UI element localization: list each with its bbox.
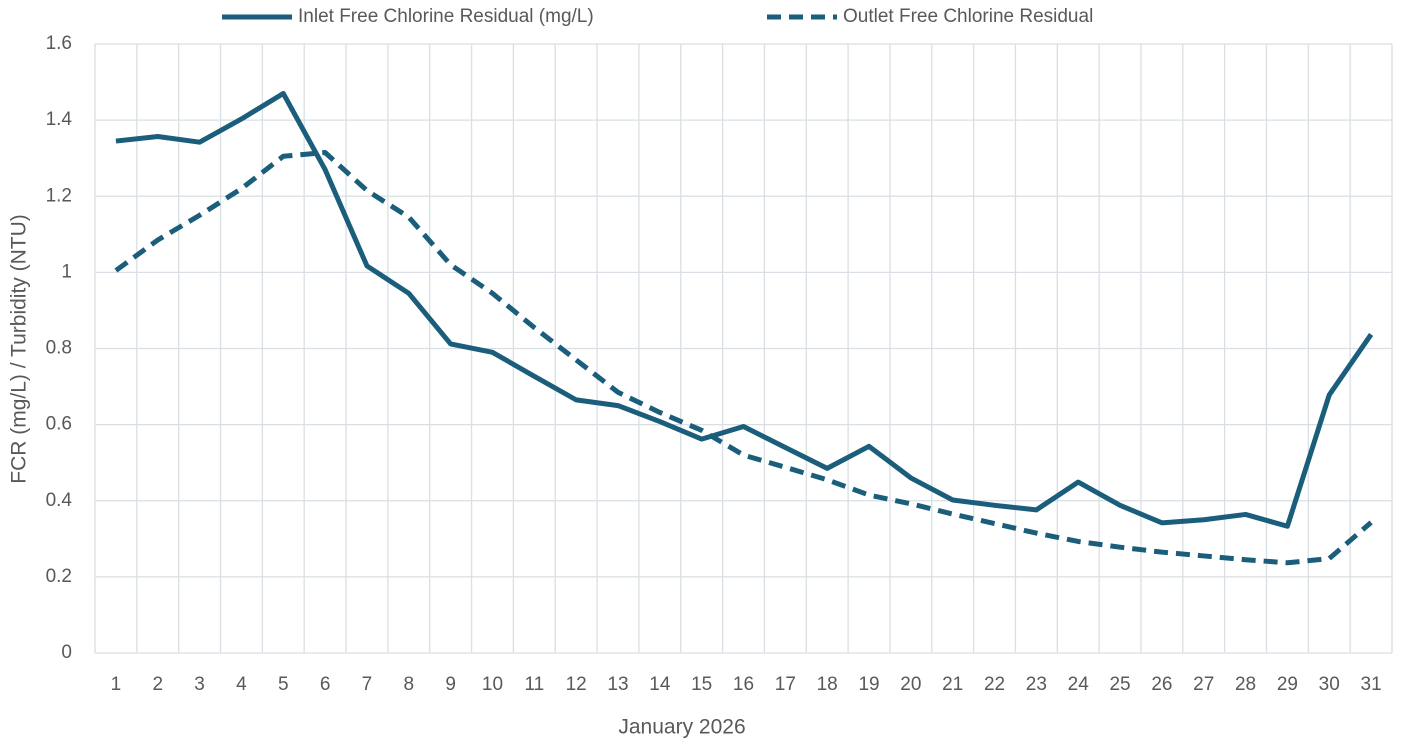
series-line <box>114 149 1373 566</box>
legend-label: Outlet Free Chlorine Residual <box>843 6 1093 27</box>
y-tick-label: 1.2 <box>46 185 72 206</box>
y-tick-label: 0.6 <box>46 414 72 435</box>
x-tick-label: 27 <box>1193 674 1214 695</box>
x-tick-label: 10 <box>482 674 503 695</box>
y-tick-label: 0.8 <box>46 338 72 359</box>
x-tick-label: 8 <box>404 674 415 695</box>
x-tick-label: 19 <box>858 674 879 695</box>
y-tick-label: 0.2 <box>46 566 72 587</box>
x-tick-label: 9 <box>445 674 456 695</box>
x-tick-label: 29 <box>1277 674 1298 695</box>
legend-label: Inlet Free Chlorine Residual (mg/L) <box>298 6 594 27</box>
x-tick-label: 18 <box>817 674 838 695</box>
y-tick-label: 1.4 <box>46 109 73 130</box>
x-tick-label: 23 <box>1026 674 1047 695</box>
y-axis-label: FCR (mg/L) / Turbidity (NTU) <box>8 214 31 484</box>
x-tick-label: 14 <box>649 674 671 695</box>
x-tick-label: 13 <box>607 674 628 695</box>
x-tick-label: 17 <box>775 674 796 695</box>
y-tick-label: 1 <box>61 261 72 282</box>
x-tick-label: 12 <box>566 674 587 695</box>
x-tick-label: 25 <box>1109 674 1130 695</box>
x-tick-label: 6 <box>320 674 331 695</box>
y-tick-label: 0 <box>61 642 72 663</box>
series-line <box>115 90 1374 529</box>
x-tick-label: 2 <box>152 674 163 695</box>
x-tick-label: 7 <box>362 674 373 695</box>
y-tick-label: 0.4 <box>46 490 73 511</box>
x-tick-label: 4 <box>236 674 247 695</box>
x-tick-label: 31 <box>1361 674 1382 695</box>
x-tick-label: 22 <box>984 674 1005 695</box>
y-tick-label: 1.6 <box>46 33 72 54</box>
x-tick-label: 11 <box>524 674 544 695</box>
x-tick-label: 3 <box>194 674 205 695</box>
x-tick-label: 28 <box>1235 674 1256 695</box>
x-tick-label: 1 <box>111 674 122 695</box>
x-tick-label: 15 <box>691 674 712 695</box>
x-tick-label: 26 <box>1151 674 1172 695</box>
x-tick-label: 30 <box>1319 674 1340 695</box>
x-tick-label: 5 <box>278 674 289 695</box>
x-tick-label: 24 <box>1068 674 1090 695</box>
x-tick-label: 20 <box>900 674 921 695</box>
x-tick-label: 21 <box>942 674 963 695</box>
x-axis-label: January 2026 <box>618 716 745 739</box>
x-tick-label: 16 <box>733 674 754 695</box>
